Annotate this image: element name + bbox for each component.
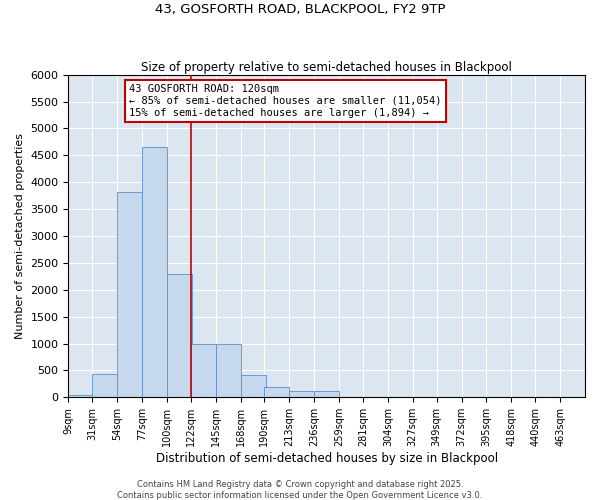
Bar	[117, 192, 142, 398]
Bar	[191, 344, 215, 398]
Bar	[314, 392, 339, 398]
Y-axis label: Number of semi-detached properties: Number of semi-detached properties	[15, 133, 25, 339]
Bar	[167, 274, 192, 398]
Bar	[68, 394, 94, 398]
Bar	[142, 148, 167, 398]
Bar	[215, 344, 241, 398]
Text: 43, GOSFORTH ROAD, BLACKPOOL, FY2 9TP: 43, GOSFORTH ROAD, BLACKPOOL, FY2 9TP	[155, 2, 445, 16]
Text: Contains HM Land Registry data © Crown copyright and database right 2025.
Contai: Contains HM Land Registry data © Crown c…	[118, 480, 482, 500]
Bar	[241, 375, 266, 398]
Bar	[289, 392, 314, 398]
X-axis label: Distribution of semi-detached houses by size in Blackpool: Distribution of semi-detached houses by …	[155, 452, 498, 465]
Bar	[265, 386, 289, 398]
Title: Size of property relative to semi-detached houses in Blackpool: Size of property relative to semi-detach…	[141, 60, 512, 74]
Bar	[92, 374, 117, 398]
Text: 43 GOSFORTH ROAD: 120sqm
← 85% of semi-detached houses are smaller (11,054)
15% : 43 GOSFORTH ROAD: 120sqm ← 85% of semi-d…	[129, 84, 442, 117]
